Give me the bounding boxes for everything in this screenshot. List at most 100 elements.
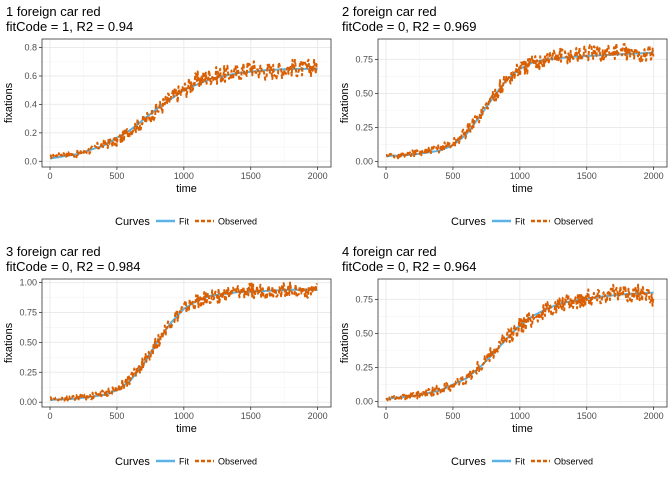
legend-observed-label: Observed [218, 217, 257, 227]
observed-data-point [303, 68, 305, 70]
observed-data-point [103, 393, 105, 395]
observed-data-point [237, 291, 239, 293]
chart-subtitle: fitCode = 0, R2 = 0.964 [342, 259, 476, 274]
x-tick-label: 1500 [577, 411, 597, 421]
observed-data-point [63, 153, 65, 155]
x-tick-label: 1500 [577, 171, 597, 181]
observed-data-point [76, 397, 78, 399]
y-tick-label: 0.00 [355, 397, 373, 407]
x-tick-label: 500 [445, 171, 460, 181]
x-tick-label: 0 [384, 411, 389, 421]
chart-title: 4 foreign car red [342, 244, 437, 259]
x-tick-label: 2000 [308, 171, 328, 181]
chart-subtitle: fitCode = 0, R2 = 0.969 [342, 19, 476, 34]
observed-data-point [89, 149, 91, 151]
observed-data-point [277, 69, 279, 71]
observed-data-point [250, 67, 252, 69]
x-axis-label: time [176, 183, 197, 195]
x-tick-label: 1000 [174, 171, 194, 181]
observed-data-point [412, 395, 414, 397]
y-tick-label: 0.75 [355, 294, 373, 304]
observed-data-point [613, 292, 615, 294]
observed-data-point [559, 304, 561, 306]
legend-fit-label: Fit [179, 217, 189, 227]
x-tick-label: 2000 [644, 411, 664, 421]
y-axis-label: fixations [3, 82, 15, 123]
observed-data-point [103, 143, 105, 145]
chart-subtitle: fitCode = 0, R2 = 0.984 [6, 259, 140, 274]
observed-data-point [263, 71, 265, 73]
observed-series-line [385, 42, 655, 160]
observed-data-point [130, 129, 132, 131]
observed-data-point [277, 289, 279, 291]
observed-data-point [196, 301, 198, 303]
legend-title: Curves [451, 456, 486, 468]
observed-data-point [532, 63, 534, 65]
observed-data-point [237, 72, 239, 74]
y-tick-label: 0.6 [24, 71, 37, 81]
observed-data-point [170, 98, 172, 100]
legend-fit-label: Fit [515, 457, 525, 467]
x-axis-label: time [512, 423, 533, 435]
legend-fit-label: Fit [179, 457, 189, 467]
x-tick-label: 500 [109, 171, 124, 181]
y-tick-label: 0.8 [24, 43, 37, 53]
x-tick-label: 0 [48, 411, 53, 421]
observed-data-point [452, 384, 454, 386]
observed-data-point [519, 326, 521, 328]
observed-data-point [466, 131, 468, 133]
y-tick-label: 0.2 [24, 128, 37, 138]
observed-series-line [49, 58, 319, 160]
observed-data-point [385, 398, 387, 400]
observed-data-point [89, 395, 91, 397]
y-axis-label: fixations [339, 322, 351, 363]
legend-observed-label: Observed [554, 457, 593, 467]
x-tick-label: 1500 [241, 411, 261, 421]
x-tick-label: 2000 [308, 411, 328, 421]
x-tick-label: 0 [48, 171, 53, 181]
x-tick-label: 1500 [241, 171, 261, 181]
observed-data-point [586, 297, 588, 299]
plot-area [42, 279, 331, 407]
observed-data-point [223, 294, 225, 296]
y-tick-label: 0.75 [355, 54, 373, 64]
observed-data-point [626, 52, 628, 54]
observed-data-point [466, 378, 468, 380]
y-tick-label: 0.50 [355, 328, 373, 338]
chart-legend: Curves Fit Observed [451, 456, 593, 468]
x-tick-label: 1000 [174, 411, 194, 421]
observed-data-point [639, 292, 641, 294]
y-tick-label: 0.25 [19, 367, 37, 377]
y-tick-label: 0.4 [24, 99, 37, 109]
observed-data-point [116, 141, 118, 143]
x-tick-label: 2000 [644, 171, 664, 181]
x-tick-label: 0 [384, 171, 389, 181]
observed-data-point [143, 121, 145, 123]
chart-legend: Curves Fit Observed [451, 216, 593, 228]
x-tick-label: 500 [109, 411, 124, 421]
observed-data-point [506, 338, 508, 340]
observed-data-point [546, 57, 548, 59]
observed-data-point [116, 388, 118, 390]
observed-data-point [653, 297, 655, 299]
observed-data-point [399, 155, 401, 157]
observed-data-point [385, 154, 387, 156]
y-tick-label: 0.25 [355, 363, 373, 373]
observed-data-point [639, 55, 641, 57]
observed-data-point [439, 388, 441, 390]
x-tick-label: 1000 [510, 411, 530, 421]
observed-data-point [317, 65, 319, 67]
plot-area [42, 39, 331, 167]
observed-data-point [76, 153, 78, 155]
y-tick-label: 0.75 [19, 307, 37, 317]
panel-border [377, 38, 668, 168]
panel-border [41, 278, 332, 408]
observed-data-point [586, 52, 588, 54]
x-tick-label: 500 [445, 411, 460, 421]
legend-title: Curves [115, 216, 150, 228]
observed-data-point [156, 109, 158, 111]
